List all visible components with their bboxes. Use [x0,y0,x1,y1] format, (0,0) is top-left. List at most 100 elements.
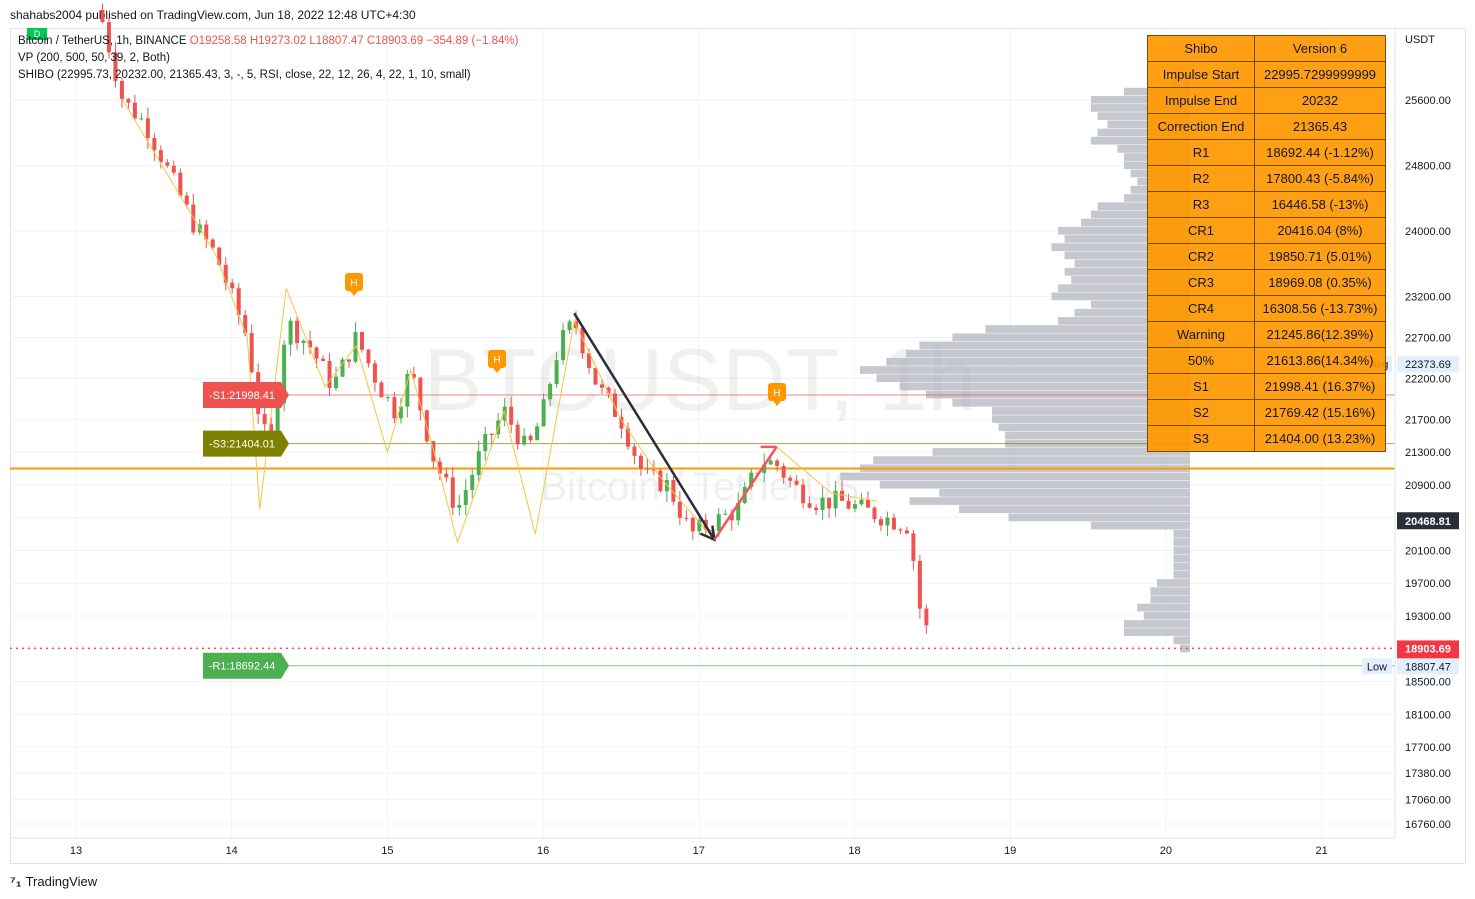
time-tick-label: 18 [848,845,860,857]
volume-profile-bar [952,398,1190,407]
candle-body [612,393,617,417]
candle-body [729,513,734,521]
candle-body [716,514,721,531]
candle-body [314,347,319,359]
level-labels: -S1:21998.41 -S3:21404.01 -R1:18692.44 [203,381,289,679]
candle-body [223,264,228,283]
candle-body [158,150,163,163]
candle-body [917,560,922,609]
candle-body [145,118,150,138]
volume-profile-bar [1173,546,1190,555]
candle-body [807,503,812,508]
pivot-marker-label: H [773,388,780,399]
shibo-table-value: Version 6 [1254,35,1386,62]
legend-vp[interactable]: VP (200, 500, 50, 39, 2, Both) [18,52,170,64]
shibo-table-value: 21769.42 (15.16%) [1254,399,1386,426]
volume-profile-bar [1157,579,1190,587]
level-label-r1 [203,652,289,679]
pivot-markers: H H H D [27,28,786,406]
shibo-table-row: R1 18692.44 (-1.12%) [1147,139,1386,166]
last-price-value: 18903.69 [1405,643,1451,655]
legend-shibo[interactable]: SHIBO (22995.73, 20232.00, 21365.43, 3, … [18,69,471,81]
candle-body [217,247,222,265]
candle-body [450,477,455,508]
level-label-s1-text: -S1:21998.41 [209,390,275,402]
candle-body [379,382,384,398]
shibo-table-key: Warning [1147,321,1255,348]
volume-profile-bar [1005,431,1190,440]
shibo-table-row: S3 21404.00 (13.23%) [1147,425,1386,452]
price-tick-label: 17060.00 [1405,794,1451,806]
shibo-table-value: 22995.7299999999 [1254,61,1386,88]
candle-body [645,468,650,470]
candle-body [340,359,345,377]
shibo-table-key: CR1 [1147,217,1255,244]
pivot-marker-tail [493,368,501,373]
candle-body [411,374,416,378]
price-tick-label: 18100.00 [1405,709,1451,721]
volume-profile-bar [886,357,1190,366]
candle-body [658,470,663,492]
time-tick-label: 16 [537,845,549,857]
volume-profile-bar [1058,284,1190,292]
volume-profile-bar [1074,259,1190,268]
candle-body [872,507,877,520]
candle-body [184,195,189,205]
zigzag-line [122,99,878,544]
volume-profile-bar [909,497,1190,505]
candle-body [587,353,592,368]
shibo-table-value: 21613.86(14.34%) [1254,347,1386,374]
candle-body [392,397,397,419]
candle-body [781,465,786,478]
candle-body [295,320,300,344]
watermark-name: Bitcoin / TetherUS [540,465,859,509]
pivot-marker-label: H [493,355,500,366]
shibo-table-key: S1 [1147,373,1255,400]
shibo-table-row: Impulse End 20232 [1147,87,1386,114]
candle-body [535,426,540,441]
volume-profile-bar [873,456,1190,464]
volume-profile-bar [1150,587,1190,595]
pivot-marker-tail [350,291,358,296]
legend-symbol-row: Bitcoin / TetherUS, 1h, BINANCE O19258.5… [18,35,518,47]
shibo-table-value: 19850.71 (5.01%) [1254,243,1386,270]
volume-profile-bar [959,505,1190,514]
volume-profile-bar [1091,300,1190,309]
volume-profile-bar [1071,276,1190,284]
volume-profile-bar [952,333,1190,342]
candle-body [801,484,806,504]
candle-body [548,384,553,400]
tradingview-logo[interactable]: ⁷₁ TradingView [10,873,97,889]
candle-body [171,165,176,173]
legend-symbol: Bitcoin / TetherUS, 1h, BINANCE [18,35,187,47]
volume-profile-bar [879,480,1190,489]
candle-body [119,80,124,99]
volume-profile-bar [998,423,1190,432]
volume-profile-bar [1064,251,1190,260]
time-tick-label: 13 [70,845,82,857]
pivot-marker-tail [773,401,781,406]
candle-body [677,501,682,518]
candle-body [308,340,313,348]
price-tick-label: 19700.00 [1405,578,1451,590]
candle-body [541,399,546,427]
d-marker-label: D [34,29,41,39]
candle-body [243,315,248,334]
impulse-line [573,312,716,541]
low-value: 18807.47 [1405,661,1451,673]
candle-body [651,469,656,471]
shibo-table-row: CR4 16308.56 (-13.73%) [1147,295,1386,322]
volume-profile-bar [939,489,1190,497]
shibo-table-row: S1 21998.41 (16.37%) [1147,373,1386,400]
time-tick-label: 14 [226,845,238,857]
price-tick-label: 25600.00 [1405,95,1451,107]
time-tick-label: 19 [1004,845,1016,857]
candle-body [865,499,870,508]
price-tick-label: 20900.00 [1405,480,1451,492]
volume-profile-bar [1137,603,1190,612]
candle-body [372,363,377,383]
level-label-s3 [203,430,289,457]
candle-body [489,434,494,436]
candle-body [580,327,585,354]
volume-profile-bar [1091,521,1190,530]
